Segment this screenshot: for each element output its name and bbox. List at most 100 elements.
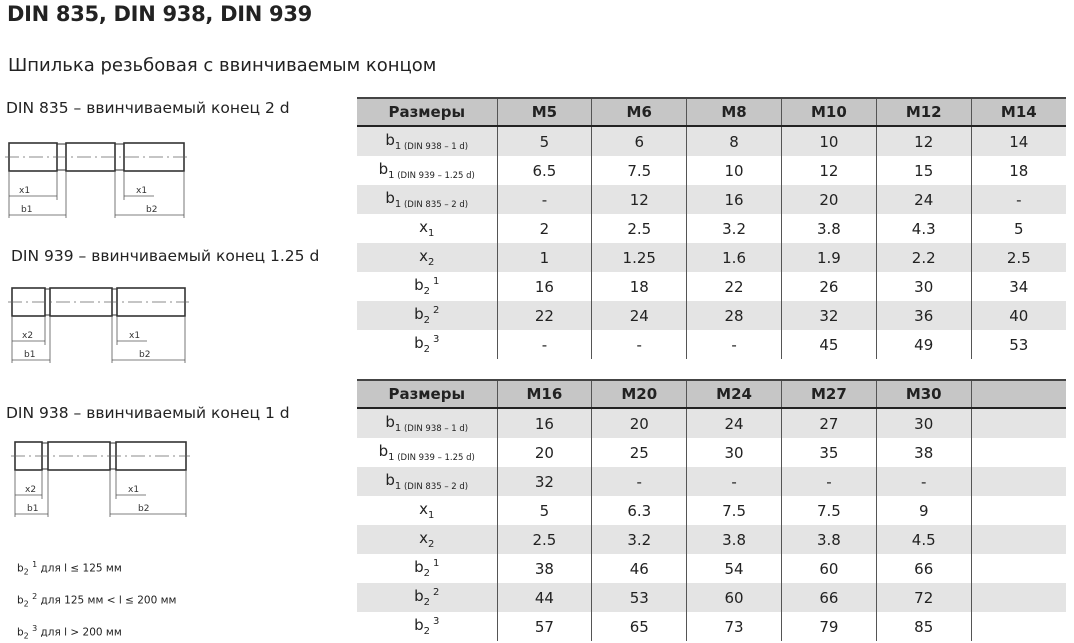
table-cell: 3.2 <box>686 214 782 243</box>
table-cell: 1 <box>496 243 592 272</box>
dim-left-b: b1 <box>27 504 38 514</box>
table-row: x2 1 1.25 1.6 1.9 2.2 2.5 <box>357 243 1066 272</box>
table-cell: 27 <box>780 408 877 438</box>
row-label: b21 <box>414 558 440 579</box>
din939-label: DIN 939 – ввинчиваемый конец 1.25 d <box>11 247 320 265</box>
table-cell: 5 <box>496 496 592 525</box>
table-cell: 44 <box>496 583 592 612</box>
table-cell <box>970 408 1066 438</box>
table-cell: 35 <box>780 438 877 467</box>
table-cell: - <box>686 330 782 359</box>
header-m16: M16 <box>496 379 592 409</box>
table-cell: - <box>496 330 592 359</box>
table-cell: - <box>875 467 972 496</box>
dim-right-b: b2 <box>138 504 149 514</box>
dim-left-x: x2 <box>22 331 33 341</box>
row-label: b22 <box>357 301 497 330</box>
table-cell: 6.3 <box>591 496 687 525</box>
table-cell: 24 <box>875 185 972 214</box>
table-cell: 14 <box>970 126 1066 156</box>
table-cell: 32 <box>496 467 592 496</box>
table-row: b1 (DIN 938 – 1 d) 5 6 8 10 12 14 <box>357 126 1066 156</box>
table-cell: 3.2 <box>591 525 687 554</box>
header-m30: M30 <box>875 379 972 409</box>
table-cell: 22 <box>496 301 592 330</box>
header-m24: M24 <box>686 379 782 409</box>
table-cell: 53 <box>591 583 687 612</box>
dim-left-b: b1 <box>24 350 35 360</box>
table-cell <box>970 525 1066 554</box>
table-cell: 5 <box>496 126 592 156</box>
table-cell: 2 <box>496 214 592 243</box>
table-cell: 30 <box>875 272 972 301</box>
header-empty <box>970 379 1066 409</box>
table-cell: 18 <box>591 272 687 301</box>
row-label: b23 <box>414 334 440 355</box>
table-row: b22 44 53 60 66 72 <box>357 583 1066 612</box>
size-table-1: Размеры M5 M6 M8 M10 M12 M14 b1 (DIN 938 – 1 d)… <box>357 97 1066 359</box>
table-cell: 15 <box>875 156 972 185</box>
table-cell <box>970 554 1066 583</box>
header-m12: M12 <box>875 97 972 127</box>
table-cell: 79 <box>780 612 877 641</box>
dim-left-x: x1 <box>19 186 30 196</box>
row-label: x1 <box>419 500 435 521</box>
table-cell: 85 <box>875 612 972 641</box>
table-cell: 65 <box>591 612 687 641</box>
table-row: x2 2.5 3.2 3.8 3.8 4.5 <box>357 525 1066 554</box>
table-cell: 12 <box>780 156 877 185</box>
table-cell <box>970 438 1066 467</box>
table-cell: 20 <box>591 408 687 438</box>
table-cell: 10 <box>686 156 782 185</box>
table-cell: 49 <box>875 330 972 359</box>
header-m8: M8 <box>686 97 782 127</box>
page-title: DIN 835, DIN 938, DIN 939 <box>7 2 312 26</box>
header-m20: M20 <box>591 379 687 409</box>
table-header-row: Размеры M16 M20 M24 M27 M30 <box>357 379 1066 409</box>
table-row: b23 57 65 73 79 85 <box>357 612 1066 641</box>
table-cell: 66 <box>780 583 877 612</box>
table-cell: - <box>591 467 687 496</box>
table-cell: 36 <box>875 301 972 330</box>
table-row: x1 5 6.3 7.5 7.5 9 <box>357 496 1066 525</box>
table-cell <box>970 496 1066 525</box>
header-m27: M27 <box>780 379 877 409</box>
table-cell: 18 <box>970 156 1066 185</box>
table-cell: 73 <box>686 612 782 641</box>
table-cell: 38 <box>875 438 972 467</box>
table-row: b22 22 24 28 32 36 40 <box>357 301 1066 330</box>
table-cell: 57 <box>496 612 592 641</box>
table-cell: 4.5 <box>875 525 972 554</box>
row-label: b1 (DIN 939 – 1.25 d) <box>378 442 475 463</box>
table-cell: 24 <box>686 408 782 438</box>
table-cell: 2.5 <box>591 214 687 243</box>
table-cell: 60 <box>780 554 877 583</box>
table-cell: 60 <box>686 583 782 612</box>
din938-stud-drawing: x2 b1 x1 b2 <box>11 441 190 517</box>
row-label: b1 (DIN 938 – 1 d) <box>357 126 497 156</box>
table-cell: 5 <box>970 214 1066 243</box>
footnote-b2-1: b2 1 для l ≤ 125 мм <box>17 560 122 577</box>
table-cell: 26 <box>780 272 877 301</box>
table-cell: 16 <box>496 408 592 438</box>
table-cell: 30 <box>686 438 782 467</box>
row-label: b1 (DIN 835 – 2 d) <box>357 467 497 496</box>
header-sizes: Размеры <box>357 97 497 127</box>
table-cell: 28 <box>686 301 782 330</box>
header-m5: M5 <box>496 97 592 127</box>
table-cell: 16 <box>686 185 782 214</box>
table-row: b1 (DIN 939 – 1.25 d) 6.5 7.5 10 12 15 18 <box>357 156 1066 185</box>
table-cell: 30 <box>875 408 972 438</box>
table-cell <box>970 467 1066 496</box>
table-cell: 45 <box>780 330 877 359</box>
table-cell: 12 <box>591 185 687 214</box>
table-cell: - <box>686 467 782 496</box>
table-cell: 38 <box>496 554 592 583</box>
table-cell: 1.6 <box>686 243 782 272</box>
row-label: b1 (DIN 938 – 1 d) <box>357 408 497 438</box>
table-row: b21 38 46 54 60 66 <box>357 554 1066 583</box>
table-cell: 4.3 <box>875 214 972 243</box>
din835-label: DIN 835 – ввинчиваемый конец 2 d <box>6 99 290 117</box>
size-table-2: Размеры M16 M20 M24 M27 M30 b1 (DIN 938 – 1 d)… <box>357 379 1066 641</box>
table-row: b1 (DIN 835 – 2 d) 32- - - - <box>357 467 1066 496</box>
